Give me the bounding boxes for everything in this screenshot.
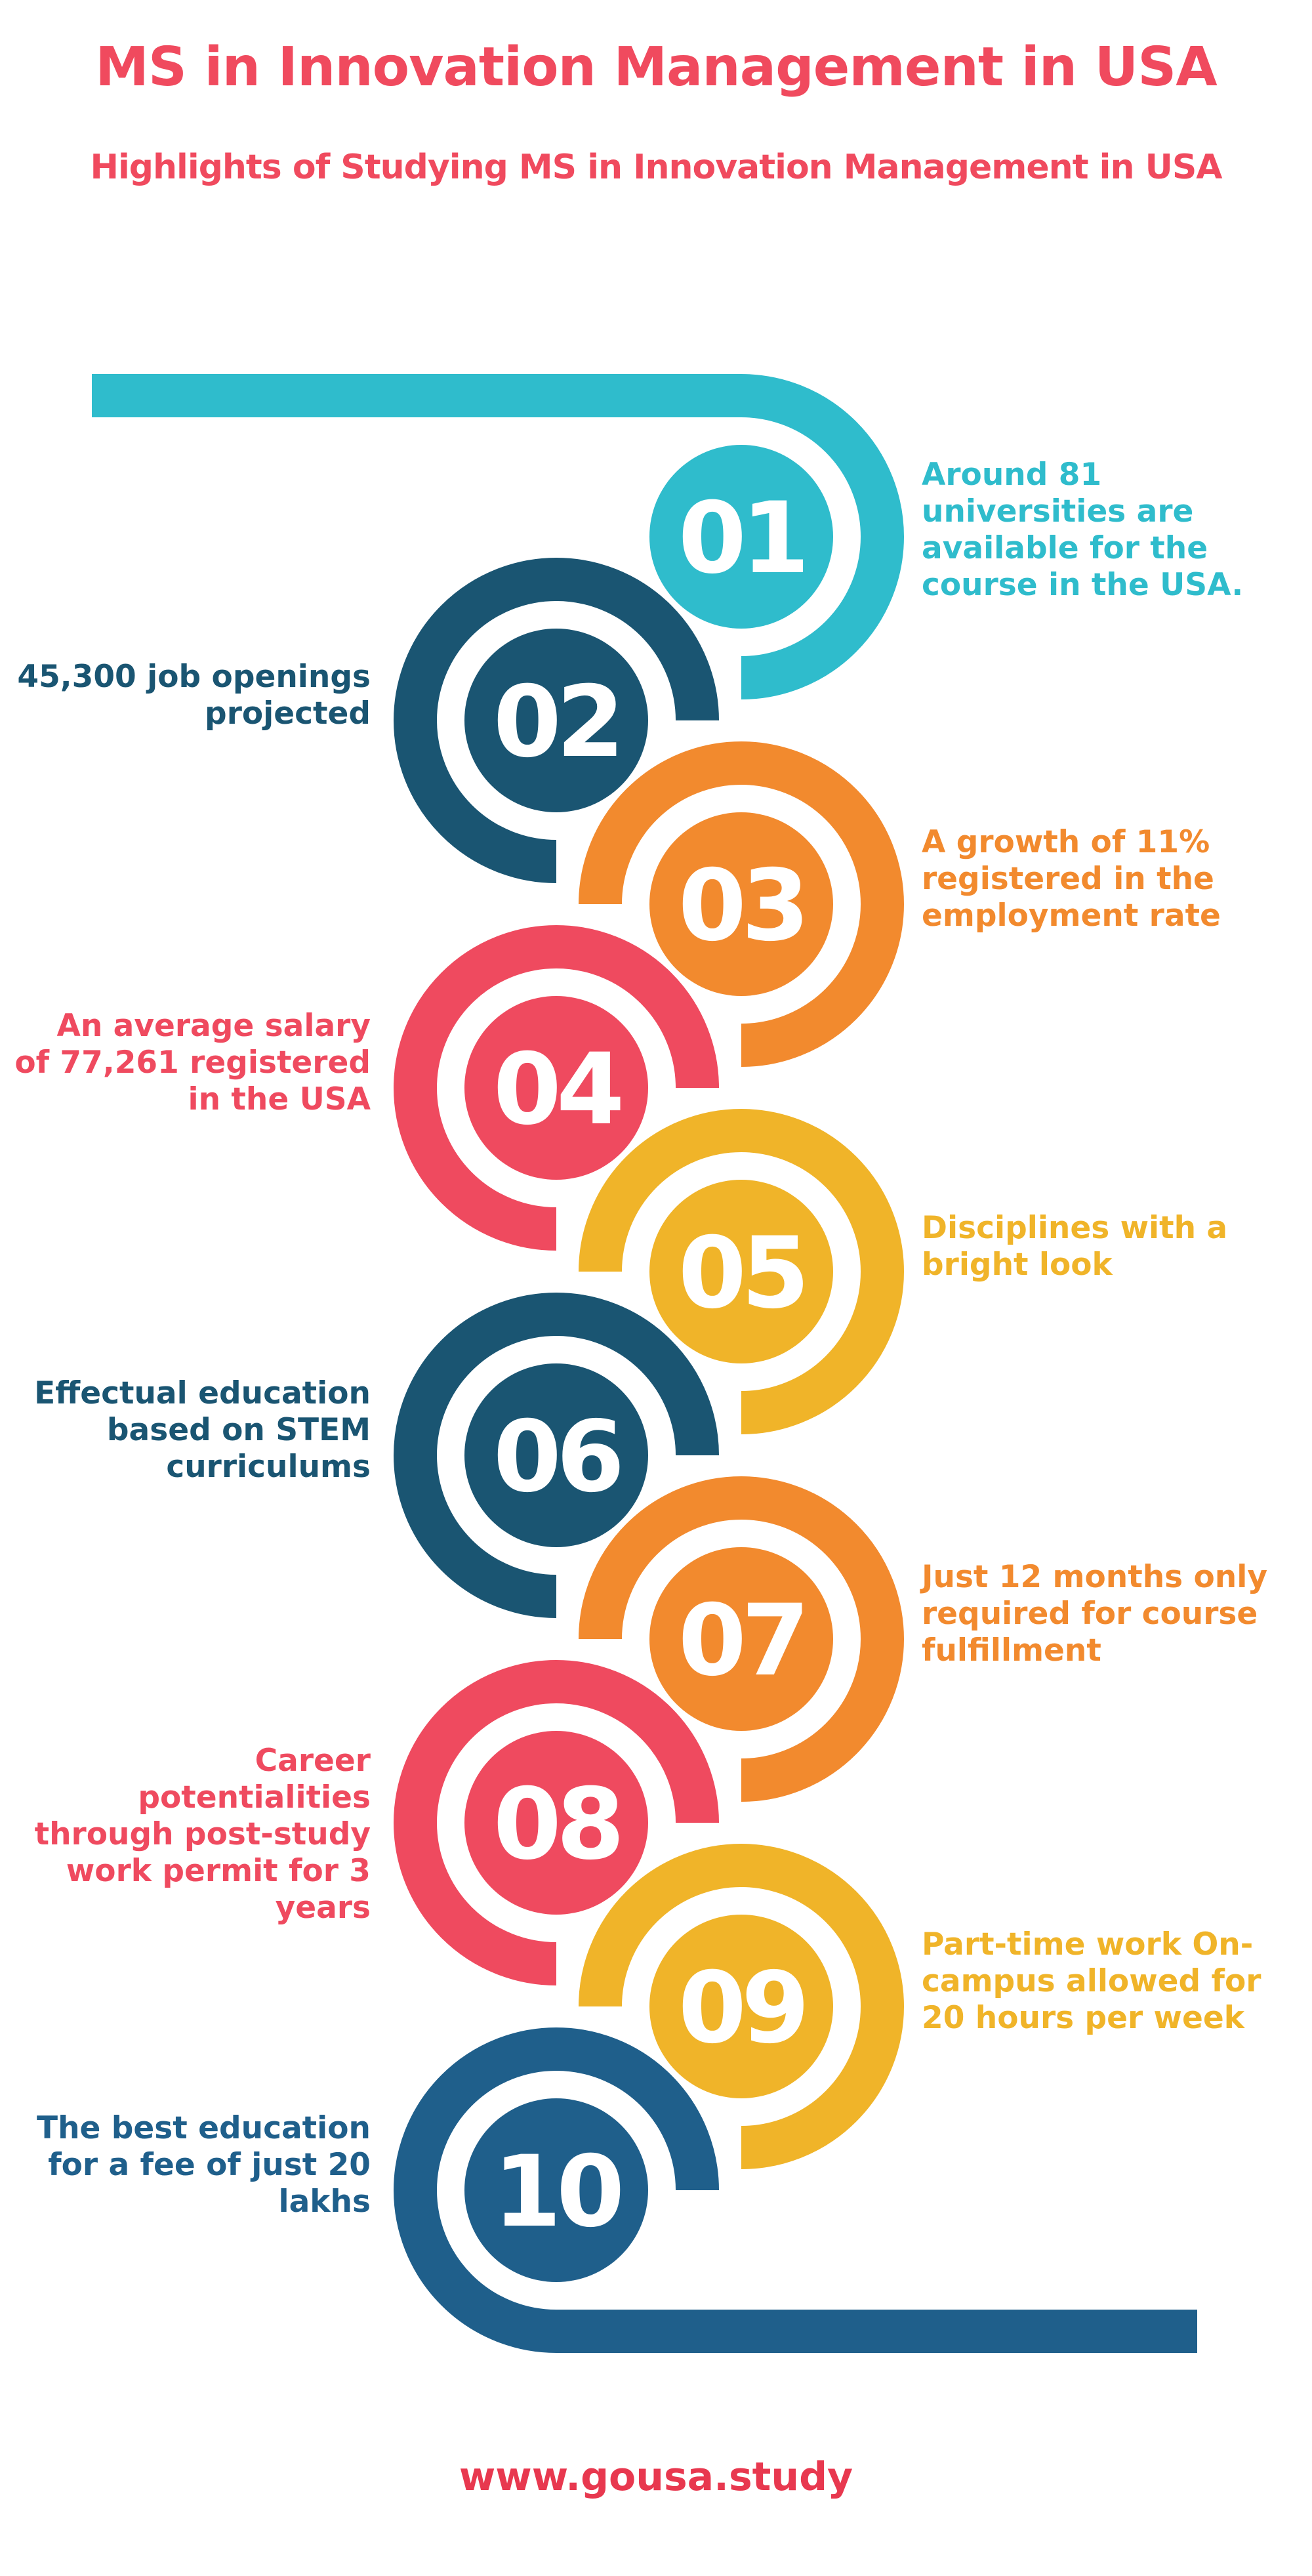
number-badge-08 xyxy=(464,1731,648,1915)
highlight-text-02: 45,300 job openings projected xyxy=(17,659,371,732)
step-number-01: 01 xyxy=(678,482,805,596)
step-number-06: 06 xyxy=(493,1400,620,1514)
ring-arc-03 xyxy=(741,741,904,1067)
highlight-text-01: Around 81 universities are available for… xyxy=(922,457,1244,603)
highlight-text-05: Disciplines with a bright look xyxy=(922,1210,1228,1283)
highlight-text-03: A growth of 11% registered in the employ… xyxy=(922,824,1221,934)
highlight-step-10: 10 xyxy=(394,2027,719,2353)
number-badge-07 xyxy=(649,1547,833,1731)
step-number-09: 09 xyxy=(678,1951,805,2066)
footer-website-link[interactable]: www.gousa.study xyxy=(459,2454,853,2500)
ring-connector-06 xyxy=(556,1293,719,1456)
ring-connector-03 xyxy=(579,741,742,905)
ring-arc-08 xyxy=(394,1660,557,1985)
page-subtitle: Highlights of Studying MS in Innovation … xyxy=(90,148,1222,187)
ring-arc-10 xyxy=(394,2027,557,2353)
number-badge-01 xyxy=(649,445,833,629)
highlight-text-06: Effectual education based on STEM curric… xyxy=(34,1375,371,1485)
ring-connector-05 xyxy=(579,1109,742,1272)
ring-arc-06 xyxy=(394,1293,557,1618)
ring-arc-01 xyxy=(741,374,904,699)
highlight-text-09: Part-time work On-campus allowed for 20 … xyxy=(922,1926,1261,2036)
highlight-step-09: 09 xyxy=(579,1844,904,2169)
number-badge-02 xyxy=(464,629,648,812)
number-badge-04 xyxy=(464,996,648,1180)
highlight-step-07: 07 xyxy=(579,1476,904,1802)
highlight-step-02: 02 xyxy=(394,558,719,883)
number-badge-06 xyxy=(464,1363,648,1547)
ring-connector-08 xyxy=(556,1660,719,1823)
step-number-07: 07 xyxy=(678,1584,805,1698)
ring-arc-04 xyxy=(394,925,557,1251)
page-title: MS in Innovation Management in USA xyxy=(95,36,1217,98)
highlight-step-01: 01 xyxy=(649,374,904,699)
ring-connector-07 xyxy=(579,1476,742,1640)
highlight-step-06: 06 xyxy=(394,1293,719,1618)
number-badge-05 xyxy=(649,1180,833,1363)
highlight-text-08: Career potentialities through post-study… xyxy=(34,1743,371,1926)
number-badge-09 xyxy=(649,1915,833,2098)
ring-connector-09 xyxy=(579,1844,742,2007)
highlight-step-05: 05 xyxy=(579,1109,904,1434)
step-number-05: 05 xyxy=(678,1216,805,1331)
ring-arc-02 xyxy=(394,558,557,883)
highlight-step-04: 04 xyxy=(394,925,719,1251)
highlight-step-08: 08 xyxy=(394,1660,719,1985)
ring-connector-02 xyxy=(556,558,719,721)
ring-connector-10 xyxy=(556,2027,719,2191)
ring-connector-04 xyxy=(556,925,719,1089)
ring-arc-07 xyxy=(741,1476,904,1802)
step-number-02: 02 xyxy=(493,665,620,779)
highlight-text-10: The best education for a fee of just 20 … xyxy=(37,2110,371,2220)
step-number-04: 04 xyxy=(493,1033,621,1147)
highlight-text-04: An average salary of 77,261 registered i… xyxy=(14,1008,371,1117)
step-number-03: 03 xyxy=(678,849,805,963)
ring-arc-09 xyxy=(741,1844,904,2169)
number-badge-03 xyxy=(649,812,833,996)
step-number-10: 10 xyxy=(493,2135,621,2249)
highlight-step-03: 03 xyxy=(579,741,904,1067)
ring-arc-05 xyxy=(741,1109,904,1434)
step-number-08: 08 xyxy=(493,1768,620,1882)
number-badge-10 xyxy=(464,2098,648,2282)
highlight-text-07: Just 12 months only required for course … xyxy=(922,1559,1268,1669)
